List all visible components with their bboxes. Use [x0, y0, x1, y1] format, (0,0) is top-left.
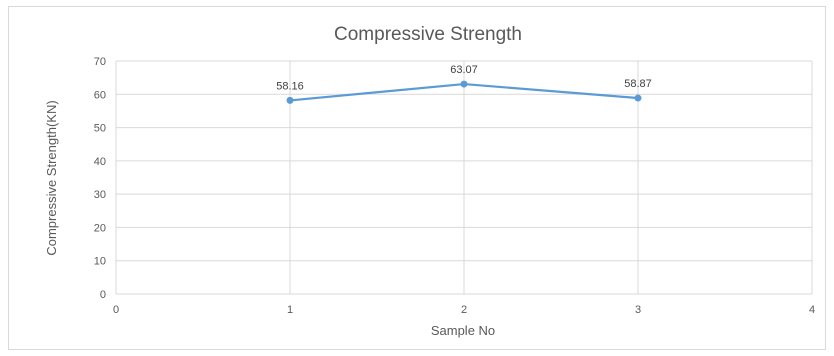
x-tick-label: 2 [461, 304, 467, 316]
data-point [460, 80, 468, 88]
y-tick-label: 70 [94, 56, 106, 68]
chart-frame [8, 6, 826, 350]
chart-title: Compressive Strength [334, 24, 522, 45]
y-tick-label: 60 [94, 89, 106, 101]
y-tick-label: 10 [94, 256, 106, 268]
x-axis-title: Sample No [431, 323, 495, 338]
x-tick-label: 0 [113, 304, 119, 316]
y-tick-label: 30 [94, 189, 106, 201]
data-point [286, 96, 294, 104]
y-tick-label: 0 [100, 289, 106, 301]
gridlines [115, 60, 813, 295]
data-point [634, 94, 642, 102]
data-label: 58.87 [624, 78, 652, 90]
y-tick-label: 50 [94, 123, 106, 135]
x-tick-label: 3 [635, 304, 641, 316]
tick-labels: 0 10 20 30 40 50 60 70 0 1 2 3 4 [94, 56, 815, 316]
series: 58.16 63.07 58.87 [276, 64, 652, 104]
y-tick-label: 20 [94, 222, 106, 234]
y-axis-title: Compressive Strength(KN) [44, 100, 59, 255]
data-label: 63.07 [450, 64, 478, 76]
data-label: 58.16 [276, 80, 304, 92]
x-tick-label: 1 [287, 304, 293, 316]
y-tick-label: 40 [94, 156, 106, 168]
x-tick-label: 4 [809, 304, 815, 316]
